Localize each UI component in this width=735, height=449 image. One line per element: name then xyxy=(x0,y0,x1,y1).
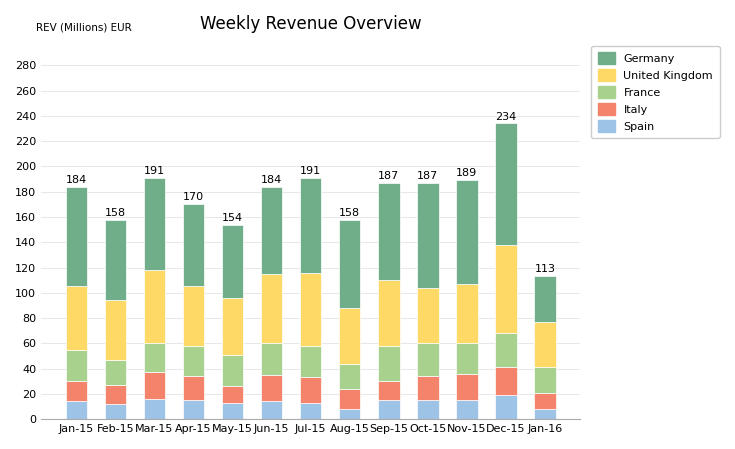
Bar xyxy=(65,381,87,401)
Bar xyxy=(495,245,517,333)
Text: 234: 234 xyxy=(495,112,517,122)
Bar xyxy=(534,392,556,409)
Text: 158: 158 xyxy=(339,207,360,218)
Bar xyxy=(65,350,87,381)
Bar xyxy=(104,220,126,300)
Bar xyxy=(417,288,439,343)
Text: REV (Millions) EUR: REV (Millions) EUR xyxy=(36,22,132,32)
Bar xyxy=(495,123,517,245)
Text: 113: 113 xyxy=(534,264,556,274)
Bar xyxy=(378,183,400,280)
Bar xyxy=(183,376,204,400)
Bar xyxy=(222,386,243,403)
Bar xyxy=(144,178,165,270)
Text: 158: 158 xyxy=(105,207,126,218)
Bar xyxy=(144,372,165,399)
Bar xyxy=(300,378,321,403)
Bar xyxy=(378,346,400,381)
Bar xyxy=(339,389,360,409)
Bar xyxy=(534,277,556,322)
Bar xyxy=(534,322,556,367)
Text: 187: 187 xyxy=(417,171,439,181)
Bar xyxy=(300,346,321,378)
Bar xyxy=(104,360,126,385)
Bar xyxy=(534,409,556,419)
Bar xyxy=(222,403,243,419)
Bar xyxy=(417,400,439,419)
Bar xyxy=(456,343,478,374)
Legend: Germany, United Kingdom, France, Italy, Spain: Germany, United Kingdom, France, Italy, … xyxy=(591,46,720,138)
Bar xyxy=(339,409,360,419)
Bar xyxy=(378,381,400,400)
Bar xyxy=(495,333,517,367)
Bar xyxy=(183,204,204,286)
Text: 154: 154 xyxy=(222,213,243,223)
Bar xyxy=(261,375,282,401)
Bar xyxy=(378,280,400,346)
Bar xyxy=(261,401,282,419)
Bar xyxy=(417,376,439,400)
Bar xyxy=(65,401,87,419)
Bar xyxy=(456,284,478,343)
Bar xyxy=(222,355,243,386)
Text: 170: 170 xyxy=(183,193,204,202)
Text: 184: 184 xyxy=(261,175,282,185)
Bar xyxy=(104,300,126,360)
Text: 189: 189 xyxy=(456,168,478,178)
Text: 191: 191 xyxy=(300,166,321,176)
Bar xyxy=(495,367,517,395)
Bar xyxy=(300,403,321,419)
Bar xyxy=(378,400,400,419)
Bar xyxy=(261,187,282,274)
Text: 187: 187 xyxy=(378,171,399,181)
Bar xyxy=(339,364,360,389)
Bar xyxy=(495,395,517,419)
Bar xyxy=(339,308,360,364)
Bar xyxy=(339,220,360,308)
Bar xyxy=(534,367,556,392)
Bar xyxy=(456,180,478,284)
Bar xyxy=(222,224,243,298)
Bar xyxy=(104,404,126,419)
Bar xyxy=(144,270,165,343)
Bar xyxy=(144,399,165,419)
Bar xyxy=(456,374,478,400)
Title: Weekly Revenue Overview: Weekly Revenue Overview xyxy=(200,15,421,33)
Bar xyxy=(300,273,321,346)
Bar xyxy=(222,298,243,355)
Bar xyxy=(456,400,478,419)
Bar xyxy=(65,286,87,350)
Text: 184: 184 xyxy=(65,175,87,185)
Bar xyxy=(417,343,439,376)
Bar xyxy=(300,178,321,273)
Bar xyxy=(261,274,282,343)
Text: 191: 191 xyxy=(144,166,165,176)
Bar xyxy=(183,400,204,419)
Bar xyxy=(104,385,126,404)
Bar xyxy=(261,343,282,375)
Bar xyxy=(417,183,439,288)
Bar xyxy=(183,346,204,376)
Bar xyxy=(144,343,165,372)
Bar xyxy=(183,286,204,346)
Bar xyxy=(65,187,87,286)
